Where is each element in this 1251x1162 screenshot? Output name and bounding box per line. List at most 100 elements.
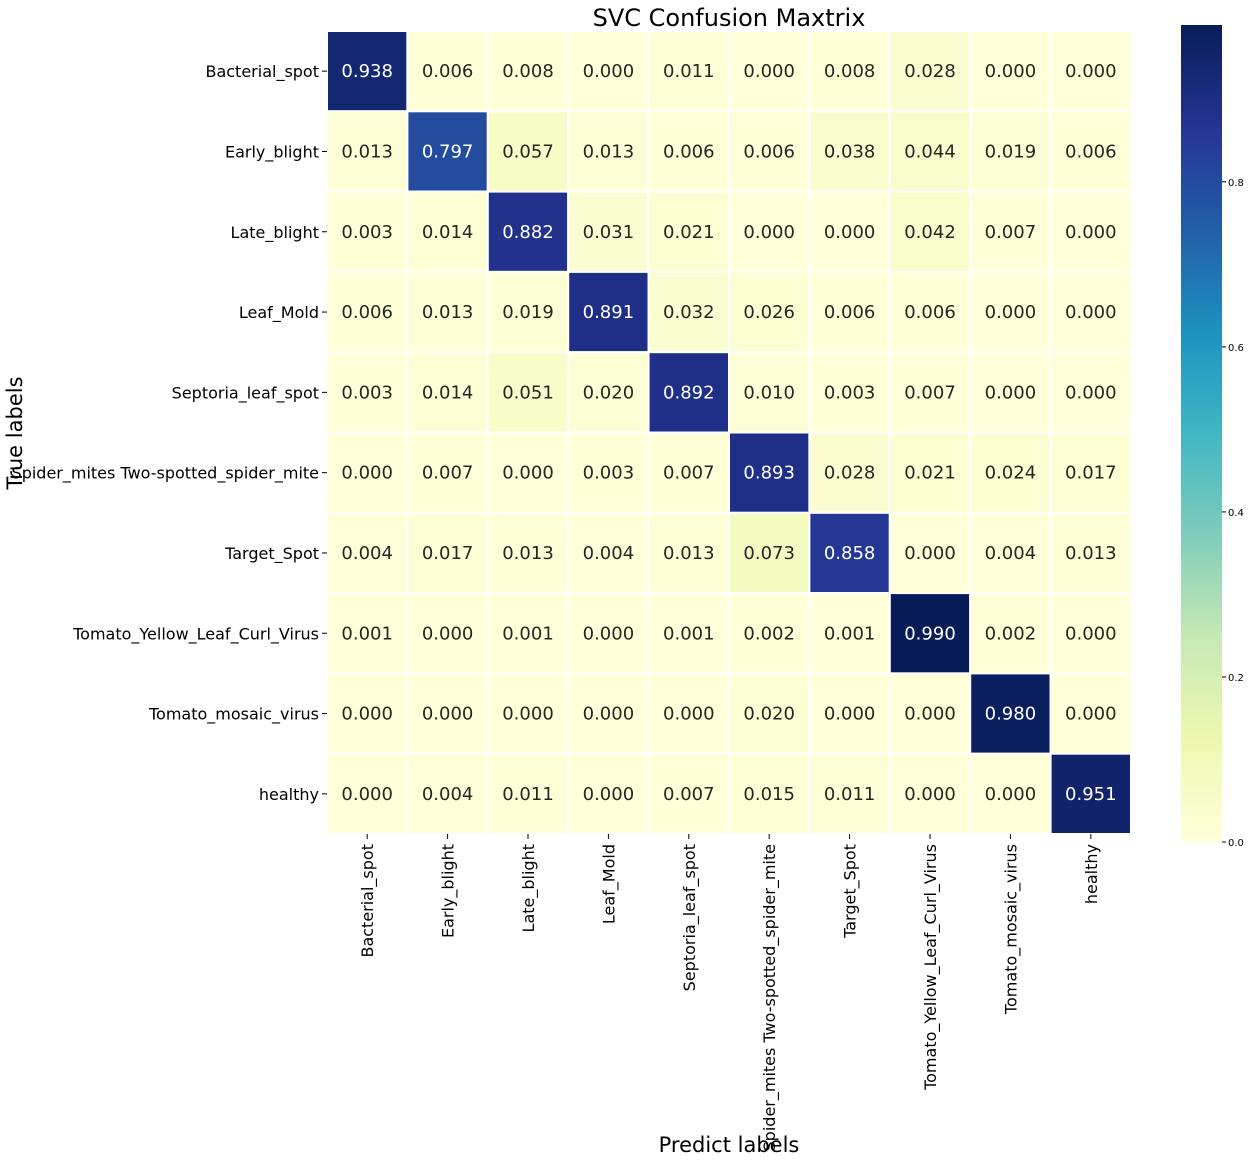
x-tick-label: Leaf_Mold	[599, 844, 619, 924]
heatmap-cell	[888, 110, 972, 193]
cell-value-label: 0.008	[824, 61, 876, 82]
cell-value-label: 0.021	[663, 222, 715, 243]
heatmap-cell	[808, 592, 891, 675]
x-tick-label: Tomato_mosaic_virus	[1001, 844, 1021, 1015]
cell-value-label: 0.013	[422, 302, 474, 323]
cell-value-label: 0.017	[422, 543, 474, 564]
colorbar	[1181, 25, 1222, 842]
colorbar-ticks: 0.0 0.2 0.4 0.6 0.8	[1222, 178, 1244, 849]
heatmap-cell	[969, 110, 1052, 193]
cell-value-label: 0.051	[502, 382, 554, 403]
heatmap-cell	[808, 351, 891, 434]
cell-value-label: 0.000	[502, 704, 554, 725]
cell-value-label: 0.882	[502, 222, 554, 243]
y-axis-ticks: Bacterial_spot Early_blight Late_blight Lea…	[12, 62, 327, 804]
cell-value-label: 0.013	[341, 141, 393, 162]
cell-value-label: 0.011	[502, 784, 554, 805]
heatmap-cell	[406, 351, 489, 434]
heatmap-cell	[969, 351, 1052, 434]
heatmap-cell	[486, 190, 570, 273]
cell-value-label: 0.007	[904, 382, 956, 403]
cell-value-label: 0.044	[904, 141, 956, 162]
cell-value-label: 0.001	[663, 623, 715, 644]
cell-value-label: 0.000	[1065, 382, 1117, 403]
heatmap-cell	[406, 30, 489, 113]
heatmap-cell	[969, 190, 1052, 273]
cell-value-label: 0.020	[743, 704, 795, 725]
cell-value-label: 0.893	[743, 463, 795, 484]
cell-value-label: 0.000	[1065, 222, 1117, 243]
heatmap-cell	[647, 431, 730, 514]
heatmap-cell	[888, 30, 972, 113]
cell-value-label: 0.003	[583, 463, 635, 484]
x-tick-label: Spider_mites Two-spotted_spider_mite	[760, 844, 780, 1151]
cell-value-label: 0.000	[1065, 61, 1117, 82]
cell-value-label: 0.951	[1065, 784, 1117, 805]
heatmap-cell	[728, 592, 811, 675]
heatmap-cell-labels: 0.938 0.006 0.008 0.000 0.011 0.000 0.008 0.028…	[341, 61, 1116, 805]
heatmap-cell	[326, 270, 409, 354]
heatmap-cell	[1049, 110, 1132, 193]
cell-value-label: 0.007	[422, 463, 474, 484]
heatmap-cell	[326, 431, 409, 514]
cell-value-label: 0.000	[904, 543, 956, 564]
x-tick-label: Septoria_leaf_spot	[680, 844, 700, 991]
cell-value-label: 0.000	[743, 222, 795, 243]
heatmap-cell	[728, 351, 811, 434]
y-tick-label: healthy	[259, 785, 319, 804]
y-tick-label: Early_blight	[225, 142, 319, 162]
heatmap-cell	[888, 592, 972, 675]
heatmap-cells	[326, 30, 1132, 836]
cell-value-label: 0.038	[824, 141, 876, 162]
y-tick-label: Septoria_leaf_spot	[172, 383, 319, 403]
cell-value-label: 0.001	[341, 623, 393, 644]
x-tick-label: Target_Spot	[841, 844, 861, 939]
y-tick-label: Tomato_Yellow_Leaf_Curl_Virus	[72, 624, 319, 644]
cell-value-label: 0.000	[583, 704, 635, 725]
x-axis-ticks: Bacterial_spot Early_blight Late_blight Lea…	[358, 834, 1101, 1151]
cell-value-label: 0.013	[1065, 543, 1117, 564]
heatmap-cell	[647, 672, 730, 755]
cell-value-label: 0.892	[663, 382, 715, 403]
cell-value-label: 0.000	[341, 463, 393, 484]
cell-value-label: 0.017	[1065, 463, 1117, 484]
cell-value-label: 0.006	[422, 61, 474, 82]
heatmap-cell	[969, 592, 1052, 675]
y-tick-label: Bacterial_spot	[205, 62, 319, 82]
cell-value-label: 0.006	[1065, 141, 1117, 162]
cell-value-label: 0.004	[341, 543, 393, 564]
heatmap-cell	[808, 270, 891, 354]
cell-value-label: 0.000	[583, 61, 635, 82]
cell-value-label: 0.007	[985, 222, 1037, 243]
heatmap-cell	[567, 110, 650, 193]
cell-value-label: 0.003	[824, 382, 876, 403]
heatmap-cell	[567, 511, 650, 595]
cell-value-label: 0.000	[1065, 623, 1117, 644]
cell-value-label: 0.990	[904, 623, 956, 644]
heatmap-cell	[808, 672, 891, 755]
heatmap-cell	[969, 511, 1052, 595]
cell-value-label: 0.007	[663, 784, 715, 805]
cell-value-label: 0.008	[502, 61, 554, 82]
cell-value-label: 0.019	[502, 302, 554, 323]
cell-value-label: 0.014	[422, 382, 474, 403]
y-tick-label: Spider_mites Two-spotted_spider_mite	[12, 464, 319, 484]
cell-value-label: 0.000	[1065, 704, 1117, 725]
x-tick-label: Early_blight	[439, 844, 459, 938]
heatmap-cell	[888, 190, 972, 273]
cell-value-label: 0.000	[583, 784, 635, 805]
heatmap-cell	[486, 431, 570, 514]
y-tick-label: Late_blight	[231, 223, 319, 243]
heatmap-cell	[728, 431, 811, 514]
heatmap-cell	[969, 431, 1052, 514]
x-tick-label: Late_blight	[519, 844, 539, 932]
heatmap-cell	[1049, 190, 1132, 273]
heatmap-cell	[1049, 672, 1132, 755]
cell-value-label: 0.032	[663, 302, 715, 323]
cell-value-label: 0.000	[663, 704, 715, 725]
heatmap-cell	[647, 592, 730, 675]
cell-value-label: 0.004	[422, 784, 474, 805]
cell-value-label: 0.001	[824, 623, 876, 644]
cell-value-label: 0.000	[422, 704, 474, 725]
